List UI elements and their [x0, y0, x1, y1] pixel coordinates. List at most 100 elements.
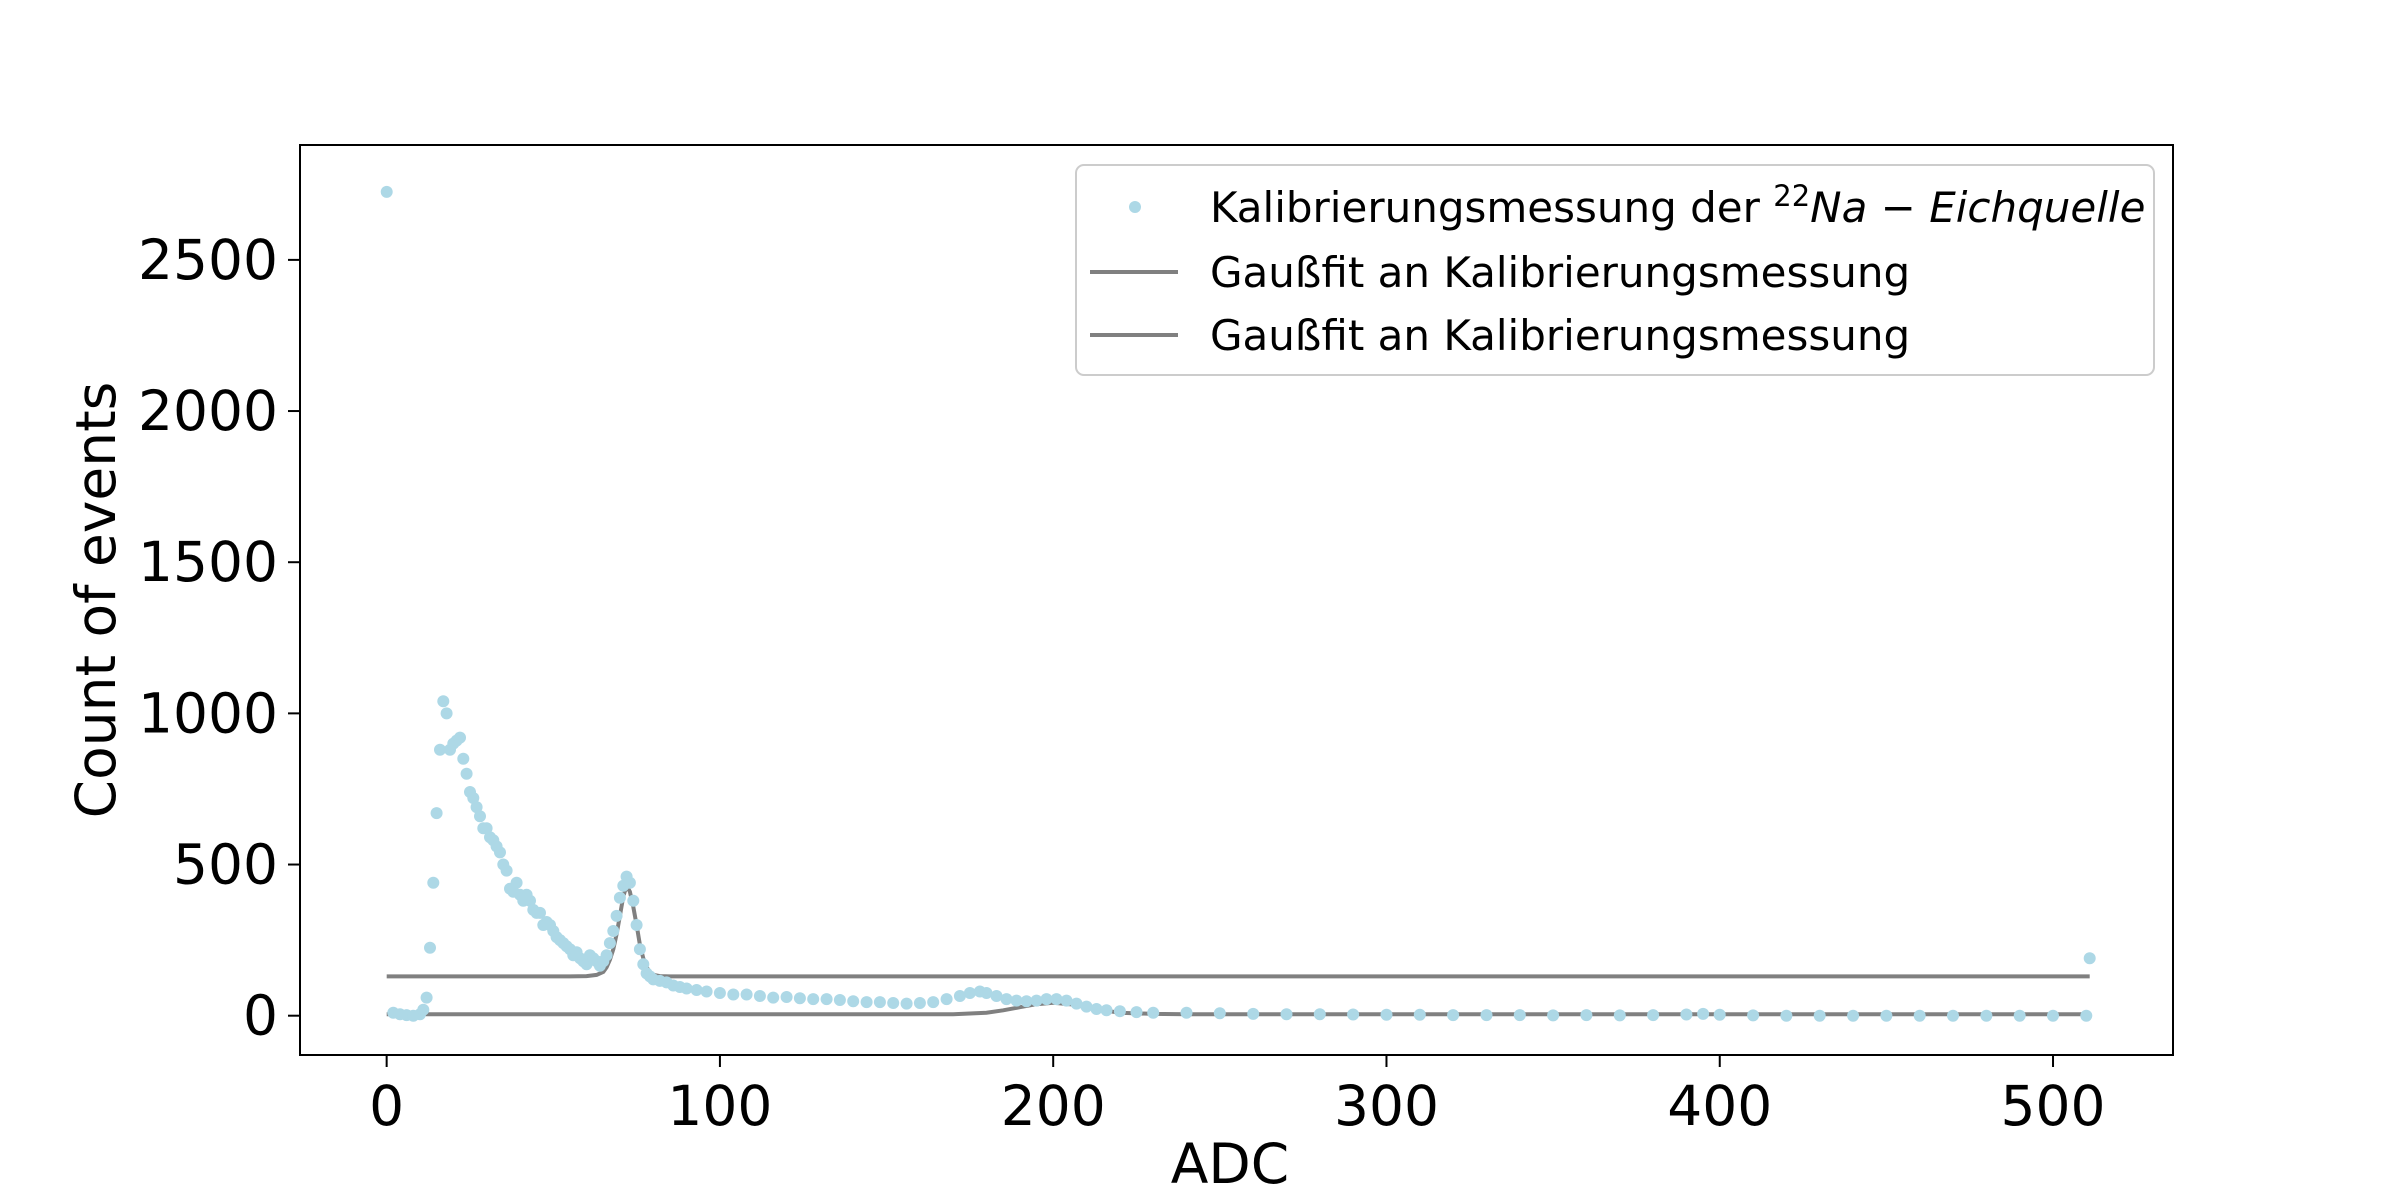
- data-point: [1247, 1007, 1260, 1020]
- data-point: [1100, 1004, 1113, 1017]
- data-point: [847, 995, 860, 1008]
- data-point: [807, 993, 820, 1006]
- data-point: [860, 996, 873, 1009]
- data-point: [1580, 1009, 1593, 1022]
- data-point: [437, 695, 450, 708]
- data-point: [1947, 1009, 1959, 1022]
- data-point: [1050, 993, 1063, 1006]
- data-point: [1980, 1009, 1993, 1022]
- data-point: [727, 988, 740, 1001]
- data-point: [474, 810, 486, 823]
- data-point: [610, 909, 623, 922]
- data-point: [713, 987, 726, 999]
- data-point: [990, 990, 1003, 1002]
- data-point: [1213, 1007, 1226, 1020]
- y-tick-label: 1500: [138, 530, 278, 594]
- plot-frame: [299, 144, 2174, 1056]
- data-point: [1780, 1009, 1793, 1022]
- data-point: [740, 988, 753, 1001]
- y-axis-label: Count of events: [64, 382, 128, 819]
- plot-area: [380, 185, 2096, 1022]
- y-tick-label: 0: [243, 984, 278, 1048]
- y-axis: 0 500 1000 1500 2000 2500: [138, 228, 300, 1048]
- data-point: [1513, 1009, 1526, 1022]
- data-point: [510, 876, 523, 889]
- data-point: [380, 185, 393, 198]
- legend-box: [1075, 164, 2155, 376]
- data-point: [820, 993, 833, 1006]
- data-point: [940, 993, 953, 1006]
- data-point: [613, 891, 626, 904]
- data-point: [1713, 1008, 1726, 1021]
- data-point: [1080, 1000, 1093, 1013]
- data-point: [1813, 1009, 1826, 1022]
- data-point: [524, 894, 536, 907]
- data-point: [2080, 1009, 2093, 1022]
- data-point: [494, 846, 506, 859]
- data-point: [1847, 1009, 1860, 1022]
- data-point: [767, 991, 780, 1004]
- data-point: [1347, 1008, 1360, 1021]
- data-point: [900, 997, 913, 1010]
- data-point: [434, 743, 446, 756]
- data-point: [1070, 997, 1083, 1010]
- data-point: [467, 792, 480, 804]
- data-point: [440, 707, 453, 720]
- data-point: [1010, 994, 1023, 1007]
- data-point: [913, 997, 926, 1009]
- y-tick-label: 1000: [138, 681, 278, 745]
- data-point: [1547, 1009, 1560, 1022]
- x-tick-label: 500: [2001, 1074, 2106, 1138]
- data-point: [2083, 952, 2096, 965]
- data-point: [2047, 1009, 2059, 1022]
- data-point: [833, 994, 846, 1006]
- data-point: [2013, 1009, 2026, 1022]
- data-point: [534, 906, 546, 919]
- data-point: [500, 864, 513, 877]
- data-point: [690, 984, 703, 996]
- data-point: [600, 949, 613, 962]
- data-point: [417, 1003, 430, 1016]
- legend-marker-scatter: [1129, 201, 1141, 213]
- data-point: [1130, 1006, 1143, 1019]
- data-point: [1147, 1006, 1160, 1019]
- data-point: [1000, 993, 1013, 1006]
- legend: Kalibrierungsmessung der 22Na − Eichquel…: [1075, 164, 2155, 376]
- legend-entry-scatter-text: Kalibrierungsmessung der: [1210, 183, 1773, 232]
- y-tick-label: 2000: [138, 379, 278, 443]
- data-point: [963, 987, 976, 999]
- data-point: [1313, 1008, 1326, 1021]
- data-point: [1747, 1009, 1760, 1022]
- data-point: [887, 997, 900, 1009]
- data-point: [1697, 1007, 1710, 1020]
- data-point: [780, 991, 793, 1003]
- legend-entry-scatter-math: Na − Eichquelle: [1810, 183, 2145, 232]
- data-point: [1613, 1009, 1626, 1022]
- data-point: [420, 991, 433, 1004]
- y-tick-label: 2500: [138, 228, 278, 292]
- data-point: [1030, 994, 1043, 1007]
- data-point: [1480, 1009, 1493, 1022]
- legend-entry-scatter-superscript: 22: [1773, 179, 1810, 213]
- data-point: [700, 985, 713, 998]
- x-tick-label: 200: [1001, 1074, 1106, 1138]
- data-point: [1180, 1006, 1193, 1019]
- data-point: [424, 941, 436, 954]
- x-tick-label: 400: [1667, 1074, 1772, 1138]
- data-point: [1113, 1005, 1126, 1018]
- data-point: [953, 990, 966, 1002]
- data-point: [454, 731, 466, 744]
- data-point: [1447, 1009, 1460, 1022]
- data-point: [430, 807, 443, 820]
- data-point: [1413, 1008, 1426, 1021]
- data-point: [457, 752, 470, 765]
- data-point: [680, 982, 693, 995]
- data-point: [607, 925, 620, 937]
- data-point: [1060, 994, 1073, 1007]
- x-tick-label: 100: [667, 1074, 772, 1138]
- legend-entry-fit-2: Gaußfit an Kalibrierungsmessung: [1210, 311, 1910, 360]
- data-point: [470, 801, 483, 814]
- data-point: [1380, 1008, 1393, 1021]
- data-point: [1040, 993, 1053, 1006]
- data-point: [1880, 1009, 1893, 1022]
